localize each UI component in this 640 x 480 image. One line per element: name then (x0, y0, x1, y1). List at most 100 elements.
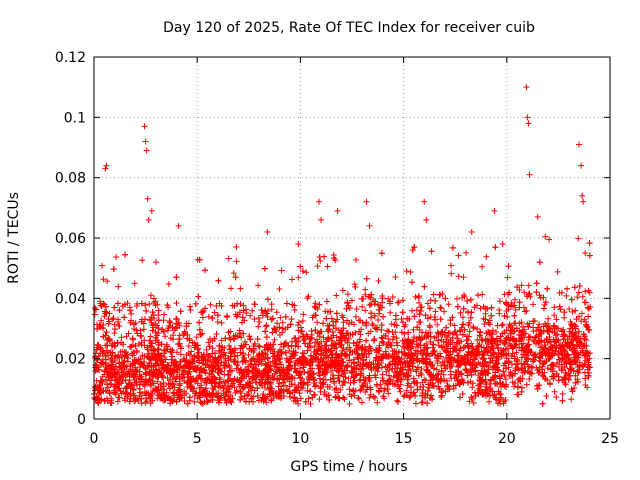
data-point (491, 380, 498, 387)
data-point (131, 280, 138, 287)
data-point (525, 282, 532, 289)
data-point (487, 384, 494, 391)
data-point (522, 308, 529, 315)
data-point (251, 316, 258, 323)
data-point (434, 321, 441, 328)
data-point (503, 335, 510, 342)
data-point (512, 380, 519, 387)
data-point (536, 259, 543, 266)
data-point (242, 338, 249, 345)
data-point (398, 376, 405, 383)
data-point (438, 392, 445, 399)
data-point (575, 328, 582, 335)
data-point (416, 299, 423, 306)
data-point (448, 262, 455, 269)
data-point (496, 298, 503, 305)
data-point (505, 263, 512, 270)
data-point (416, 337, 423, 344)
data-point (124, 355, 131, 362)
data-point (556, 289, 563, 296)
data-point (123, 389, 130, 396)
data-point (231, 335, 238, 342)
data-point (534, 385, 541, 392)
data-point (331, 386, 338, 393)
data-point (293, 357, 300, 364)
data-point (379, 355, 386, 362)
data-point (575, 235, 582, 242)
data-point (551, 312, 558, 319)
data-point (127, 307, 134, 314)
data-point (453, 331, 460, 338)
data-point (427, 333, 434, 340)
data-point (554, 331, 561, 338)
data-point (333, 310, 340, 317)
data-point (576, 366, 583, 373)
data-point (276, 388, 283, 395)
data-point (582, 375, 589, 382)
data-point (411, 313, 418, 320)
data-point (540, 360, 547, 367)
data-point (143, 398, 150, 405)
data-point (193, 334, 200, 341)
data-point (353, 306, 360, 313)
data-point (512, 306, 519, 313)
data-point (269, 315, 276, 322)
data-point (576, 282, 583, 289)
data-point (376, 388, 383, 395)
data-point (575, 369, 582, 376)
data-point (503, 308, 510, 315)
data-point (551, 304, 558, 311)
data-point (437, 304, 444, 311)
data-point (486, 392, 493, 399)
data-point (556, 303, 563, 310)
data-point (395, 298, 402, 305)
data-point (243, 398, 250, 405)
data-point (366, 394, 373, 401)
data-point (191, 353, 198, 360)
data-point (238, 374, 245, 381)
data-point (357, 376, 364, 383)
data-point (164, 302, 171, 309)
data-point (455, 363, 462, 370)
data-point (230, 377, 237, 384)
data-point (351, 392, 358, 399)
data-point (243, 310, 250, 317)
data-point (497, 400, 504, 407)
data-point (527, 333, 534, 340)
data-point (167, 400, 174, 407)
data-point (442, 295, 449, 302)
data-point (108, 381, 115, 388)
data-point (171, 327, 178, 334)
data-point (563, 292, 570, 299)
data-point (150, 380, 157, 387)
data-point (581, 299, 588, 306)
data-point (385, 335, 392, 342)
data-point (316, 333, 323, 340)
data-point (367, 301, 374, 308)
data-point (409, 279, 416, 286)
data-point (155, 317, 162, 324)
data-point (392, 312, 399, 319)
data-point (348, 369, 355, 376)
data-point (340, 345, 347, 352)
data-point (514, 356, 521, 363)
data-point (526, 376, 533, 383)
data-point (421, 283, 428, 290)
data-point (105, 335, 112, 342)
data-point (568, 296, 575, 303)
data-point (165, 280, 172, 287)
data-point (335, 378, 342, 385)
data-point (275, 383, 282, 390)
data-point (354, 339, 361, 346)
data-point (308, 374, 315, 381)
data-point (333, 385, 340, 392)
data-point (155, 330, 162, 337)
data-point (351, 321, 358, 328)
data-point (264, 313, 271, 320)
data-point (349, 349, 356, 356)
data-point (394, 342, 401, 349)
data-point (433, 333, 440, 340)
data-point (320, 334, 327, 341)
data-point (121, 395, 128, 402)
data-point (192, 342, 199, 349)
